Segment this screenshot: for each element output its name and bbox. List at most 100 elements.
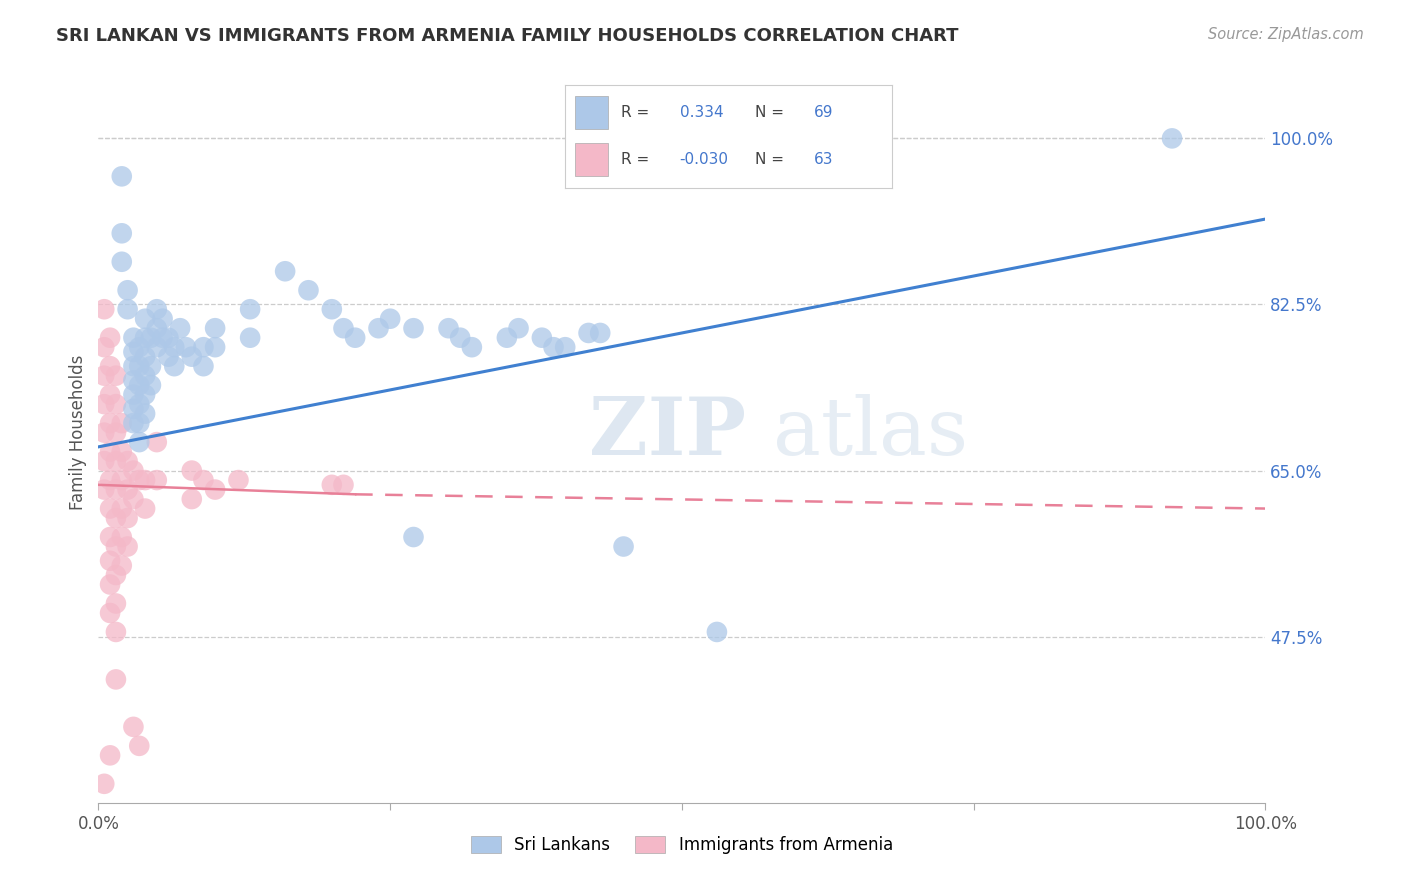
Point xyxy=(134,407,156,421)
Point xyxy=(332,478,354,492)
Point xyxy=(180,491,202,506)
Point xyxy=(134,331,156,345)
Point xyxy=(93,483,115,497)
Point xyxy=(104,540,127,554)
Point xyxy=(104,454,127,468)
Point xyxy=(117,540,139,554)
Point xyxy=(98,387,121,401)
Point xyxy=(122,401,145,416)
Point xyxy=(139,331,162,345)
Point xyxy=(157,331,180,345)
Point xyxy=(93,340,115,354)
Point xyxy=(104,511,127,525)
Point xyxy=(180,350,202,364)
Point xyxy=(122,387,145,401)
Point xyxy=(104,397,127,411)
Point xyxy=(122,331,145,345)
Point xyxy=(139,359,162,374)
Point xyxy=(163,359,186,374)
Text: Source: ZipAtlas.com: Source: ZipAtlas.com xyxy=(1208,27,1364,42)
Point xyxy=(157,350,180,364)
Point xyxy=(104,483,127,497)
Point xyxy=(104,368,127,383)
Point xyxy=(117,454,139,468)
Point xyxy=(437,321,460,335)
Point xyxy=(180,464,202,478)
Point xyxy=(122,373,145,387)
Point xyxy=(134,387,156,401)
Point xyxy=(128,739,150,753)
Point xyxy=(98,331,121,345)
Point xyxy=(174,340,197,354)
Point xyxy=(93,368,115,383)
Point xyxy=(706,624,728,639)
Point xyxy=(104,624,127,639)
Point xyxy=(128,416,150,430)
Point xyxy=(122,464,145,478)
Point xyxy=(163,340,186,354)
Point xyxy=(380,311,402,326)
Point xyxy=(461,340,484,354)
Point xyxy=(111,558,134,573)
Point xyxy=(104,597,127,611)
Point xyxy=(98,577,121,591)
Point xyxy=(367,321,389,335)
Point xyxy=(589,326,612,340)
Point xyxy=(93,397,115,411)
Point xyxy=(146,321,169,335)
Point xyxy=(613,540,636,554)
Point xyxy=(449,331,471,345)
Point xyxy=(117,511,139,525)
Point xyxy=(93,777,115,791)
Point xyxy=(146,302,169,317)
Legend: Sri Lankans, Immigrants from Armenia: Sri Lankans, Immigrants from Armenia xyxy=(464,830,900,861)
Point xyxy=(274,264,297,278)
Point xyxy=(98,416,121,430)
Point xyxy=(122,416,145,430)
Point xyxy=(508,321,530,335)
Point xyxy=(98,444,121,458)
Point xyxy=(93,454,115,468)
Point xyxy=(344,331,367,345)
Point xyxy=(239,302,262,317)
Point xyxy=(93,302,115,317)
Point xyxy=(117,483,139,497)
Point xyxy=(98,359,121,374)
Point xyxy=(496,331,519,345)
Point xyxy=(122,345,145,359)
Point xyxy=(402,321,425,335)
Point xyxy=(128,378,150,392)
Point xyxy=(111,444,134,458)
Point xyxy=(332,321,354,335)
Point xyxy=(128,473,150,487)
Point xyxy=(228,473,250,487)
Point xyxy=(98,530,121,544)
Point xyxy=(146,435,169,450)
Point xyxy=(204,321,226,335)
Point xyxy=(402,530,425,544)
Point xyxy=(152,331,174,345)
Point xyxy=(578,326,600,340)
Point xyxy=(134,368,156,383)
Point xyxy=(128,435,150,450)
Point xyxy=(169,321,191,335)
Point xyxy=(98,473,121,487)
Point xyxy=(104,673,127,687)
Point xyxy=(146,473,169,487)
Point xyxy=(128,397,150,411)
Point xyxy=(193,359,215,374)
Point xyxy=(111,473,134,487)
Point xyxy=(111,254,134,268)
Point xyxy=(239,331,262,345)
Text: SRI LANKAN VS IMMIGRANTS FROM ARMENIA FAMILY HOUSEHOLDS CORRELATION CHART: SRI LANKAN VS IMMIGRANTS FROM ARMENIA FA… xyxy=(56,27,959,45)
Point xyxy=(111,416,134,430)
Point xyxy=(193,473,215,487)
Point xyxy=(321,478,343,492)
Point xyxy=(128,359,150,374)
Point xyxy=(134,311,156,326)
Point xyxy=(128,340,150,354)
Point xyxy=(117,302,139,317)
Point xyxy=(134,473,156,487)
Point xyxy=(98,748,121,763)
Y-axis label: Family Households: Family Households xyxy=(69,355,87,510)
